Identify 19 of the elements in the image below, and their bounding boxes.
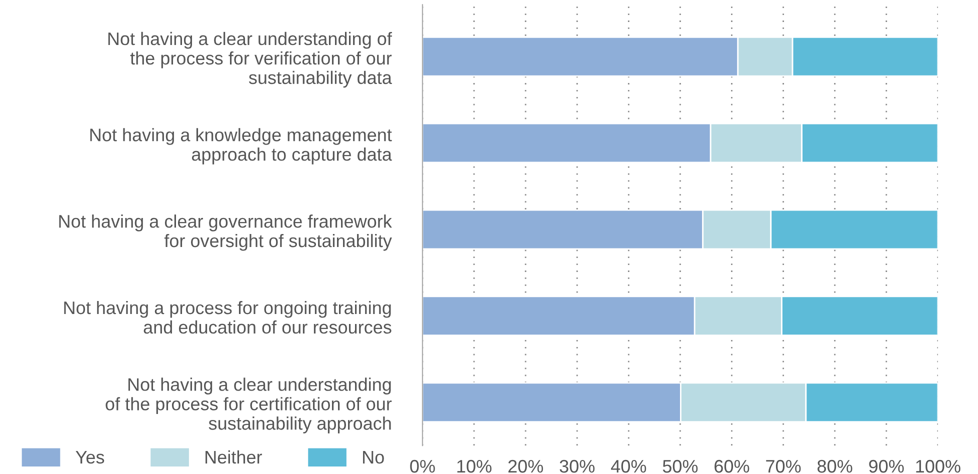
- x-tick-label: 0%: [410, 460, 435, 473]
- y-tick-label: Not having a clear governance framework for oversight of sustainability: [59, 214, 392, 251]
- x-tick-label: 100%: [916, 460, 960, 473]
- y-tick-label: Not having a clear understanding of the process for certification of our sustainability approach: [106, 378, 392, 434]
- y-tick-label: Not having a clear understanding of the process for verification of our sustainability data: [108, 32, 392, 88]
- x-tick-label: 50%: [662, 460, 698, 473]
- x-tick-label: 80%: [818, 460, 852, 473]
- legend-label: No: [363, 451, 384, 464]
- y-tick-label: Not having a knowledge management approach to capture data: [90, 128, 392, 164]
- x-tick-label: 20%: [508, 460, 544, 473]
- x-tick-label: 30%: [560, 460, 595, 473]
- legend-label: Neither: [206, 450, 262, 464]
- x-tick-label: 90%: [869, 460, 904, 473]
- x-tick-label: 40%: [611, 460, 646, 473]
- y-tick-label: Not having a process for ongoing training and education of our resources: [64, 300, 392, 334]
- x-tick-label: 10%: [457, 460, 492, 473]
- x-tick-label: 70%: [766, 460, 801, 473]
- x-tick-label: 60%: [714, 460, 750, 473]
- legend-label: Yes: [76, 451, 104, 464]
